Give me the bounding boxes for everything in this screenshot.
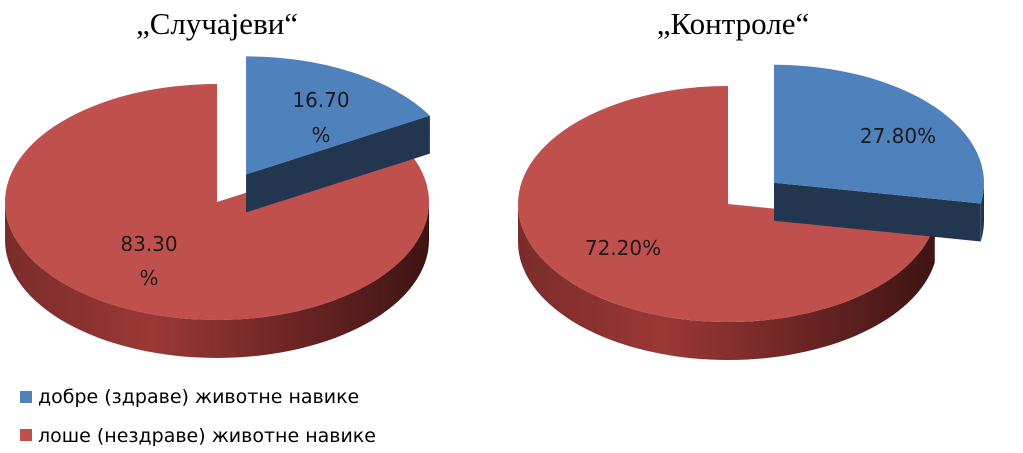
slice-bad-habits-side (518, 204, 935, 360)
data-label-good: 27.80% (860, 124, 936, 148)
slice-bad-habits (518, 86, 935, 322)
slice-good-habits-wall (980, 182, 984, 242)
legend-swatch-bad (20, 429, 32, 441)
legend-label-good: добре (здраве) животне навике (38, 386, 359, 408)
legend-item: лоше (нездраве) животне навике (20, 425, 376, 447)
pie-chart-controls-slices (518, 64, 984, 360)
pie-chart-controls: „Контроле“ 27.80% 72.20% (518, 6, 984, 360)
slice-bad-habits-wall (5, 202, 429, 358)
slice-good-habits-side (246, 115, 430, 213)
legend-item: добре (здраве) животне навике (20, 386, 359, 408)
slice-bad-habits-side (5, 202, 429, 358)
pie-chart-cases: „Случајеви“ 16.70 % 83.30 % (5, 6, 430, 358)
data-label-bad-line2: % (139, 266, 158, 290)
chart-title: „Случајеви“ (136, 6, 298, 41)
slice-good-habits-cut-face (246, 115, 430, 213)
chart-title: „Контроле“ (657, 6, 810, 41)
slice-good-habits (773, 64, 984, 204)
slice-good-habits (246, 56, 430, 175)
legend-label-bad: лоше (нездраве) животне навике (38, 425, 376, 447)
legend: добре (здраве) животне навике лоше (незд… (20, 386, 376, 447)
slice-bad-habits (5, 84, 430, 321)
data-label-bad: 72.20% (585, 236, 661, 260)
data-label-good-line2: % (311, 123, 330, 147)
data-label-bad-line1: 83.30 (120, 232, 177, 256)
pie-chart-cases-slices (5, 56, 430, 358)
slice-good-habits-side (773, 182, 984, 242)
slice-good-habits-cut-face (773, 182, 981, 242)
data-label-good-line1: 16.70 (292, 88, 349, 112)
legend-swatch-good (20, 391, 32, 403)
slice-bad-habits-wall (518, 204, 935, 360)
